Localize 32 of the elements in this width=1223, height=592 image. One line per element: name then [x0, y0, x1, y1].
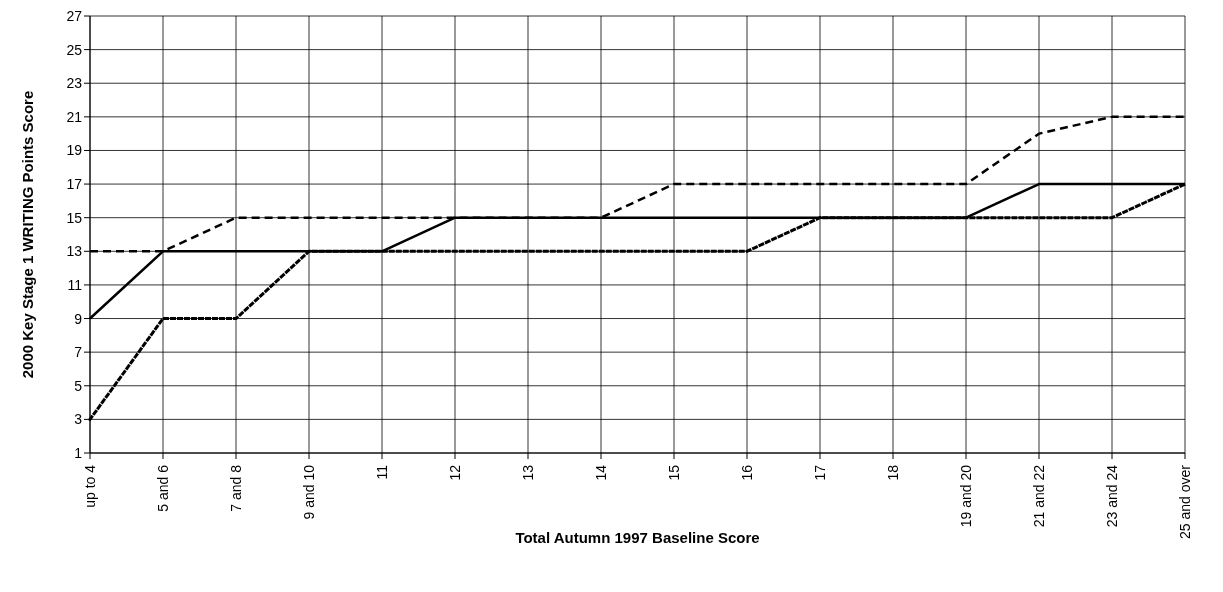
y-tick-label: 13	[66, 243, 83, 260]
x-tick-label: 21 and 22	[1031, 464, 1047, 528]
y-tick-label: 11	[67, 276, 83, 293]
y-tick-label: 1	[74, 444, 83, 461]
y-tick-label: 7	[74, 344, 83, 361]
x-tick-label: 25 and over	[1177, 464, 1193, 539]
y-tick-label: 5	[74, 377, 83, 394]
y-tick-label: 21	[66, 108, 83, 125]
x-tick-label: 15	[666, 464, 682, 481]
y-tick-label: 3	[74, 411, 83, 428]
y-tick-label: 17	[66, 176, 83, 193]
y-tick-label: 15	[66, 209, 83, 226]
x-tick-label: 7 and 8	[228, 464, 244, 512]
x-tick-label: 19 and 20	[958, 464, 974, 528]
x-tick-label: 17	[812, 464, 828, 481]
y-tick-label: 25	[66, 41, 83, 58]
y-tick-label: 27	[66, 7, 83, 24]
x-tick-label: 12	[447, 464, 463, 481]
y-axis-title: 2000 Key Stage 1 WRITING Points Score	[19, 90, 37, 379]
y-tick-label: 9	[74, 310, 83, 327]
x-tick-label: 14	[593, 464, 609, 481]
x-tick-label: 11	[374, 464, 390, 480]
x-axis-title: Total Autumn 1997 Baseline Score	[515, 529, 760, 546]
x-tick-label: 9 and 10	[301, 464, 317, 520]
x-tick-label: 18	[885, 464, 901, 481]
y-tick-label: 19	[66, 142, 83, 159]
x-tick-label: 23 and 24	[1104, 464, 1120, 528]
x-tick-label: up to 4	[82, 464, 98, 508]
x-tick-label: 13	[520, 464, 536, 481]
x-tick-label: 16	[739, 464, 755, 481]
y-tick-label: 23	[66, 75, 83, 92]
x-tick-label: 5 and 6	[155, 464, 171, 512]
